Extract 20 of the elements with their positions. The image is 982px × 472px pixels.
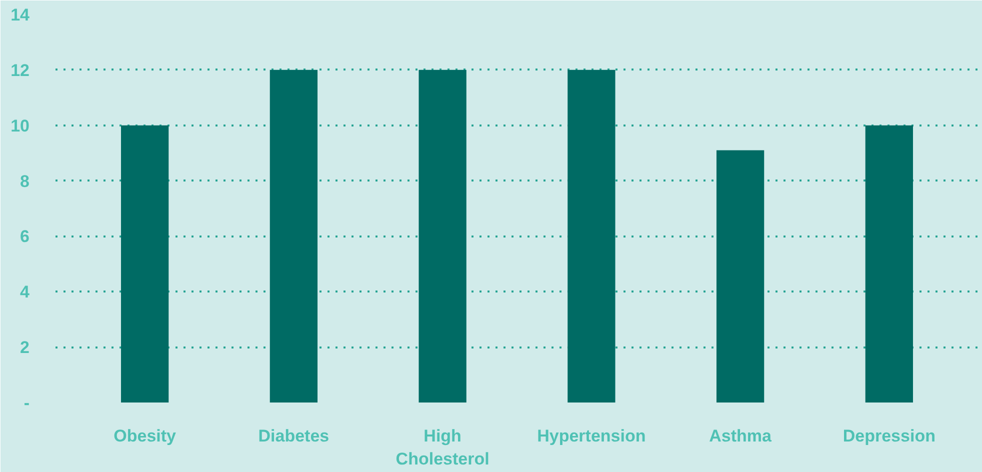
- x-tick-label: High Cholesterol: [396, 426, 490, 468]
- y-tick-label: 4: [20, 282, 30, 302]
- y-tick-label: 12: [10, 60, 30, 80]
- y-tick-label: -: [24, 394, 30, 412]
- x-tick-label: Depression: [842, 426, 936, 446]
- y-tick-label: 10: [10, 116, 30, 136]
- y-tick-label: 14: [10, 6, 30, 24]
- x-tick-label: Obesity: [114, 426, 177, 446]
- bar: [568, 70, 616, 402]
- bar: [865, 125, 913, 402]
- y-tick-label: 6: [20, 227, 30, 246]
- bar: [121, 125, 169, 402]
- y-tick-label: 8: [20, 172, 30, 191]
- bar: [270, 70, 318, 402]
- bar: [716, 150, 764, 402]
- x-tick-label: Diabetes: [258, 426, 330, 446]
- y-tick-label: 2: [20, 338, 30, 358]
- x-tick-label: Hypertension: [537, 426, 646, 446]
- bar: [418, 70, 466, 402]
- x-tick-label: Asthma: [709, 426, 772, 446]
